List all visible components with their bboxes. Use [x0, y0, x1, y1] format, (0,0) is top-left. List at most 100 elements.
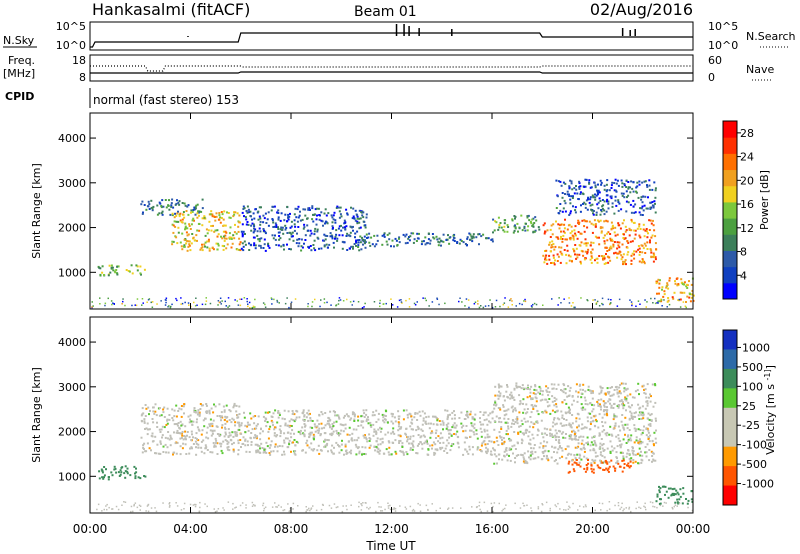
- echo-cell: [251, 222, 254, 225]
- echo-cell: [397, 434, 400, 437]
- echo-cell: [652, 505, 654, 508]
- echo-cell: [318, 427, 321, 430]
- echo-cell: [110, 264, 113, 267]
- echo-cell: [172, 451, 175, 454]
- echo-cell: [531, 218, 534, 221]
- echo-cell: [584, 403, 587, 405]
- echo-cell: [601, 425, 604, 428]
- echo-cell: [590, 464, 593, 467]
- echo-cell: [423, 442, 426, 445]
- echo-cell: [173, 409, 176, 412]
- echo-cell: [561, 389, 564, 392]
- echo-cell: [650, 251, 653, 254]
- echo-cell: [358, 217, 361, 220]
- y-tick-label: 4000: [58, 336, 86, 349]
- echo-cell: [281, 417, 284, 420]
- echo-cell: [594, 225, 597, 228]
- echo-cell: [651, 455, 654, 457]
- echo-cell: [206, 449, 209, 451]
- echo-cell: [380, 506, 382, 508]
- echo-cell: [326, 222, 329, 225]
- echo-cell: [358, 221, 361, 224]
- echo-cell: [462, 424, 465, 427]
- echo-cell: [682, 487, 685, 490]
- echo-cell: [590, 467, 593, 470]
- echo-cell: [578, 417, 581, 420]
- echo-cell: [440, 244, 442, 247]
- echo-cell: [272, 424, 274, 427]
- echo-cell: [203, 452, 206, 455]
- echo-cell: [212, 419, 215, 422]
- echo-cell: [257, 238, 260, 241]
- echo-cell: [522, 402, 524, 405]
- echo-cell: [393, 416, 396, 419]
- echo-cell: [273, 432, 276, 435]
- echo-cell: [246, 211, 249, 214]
- echo-cell: [186, 431, 189, 433]
- echo-cell: [224, 439, 227, 442]
- echo-cell: [241, 211, 244, 214]
- echo-cell: [317, 444, 320, 447]
- echo-cell: [579, 465, 582, 468]
- echo-cell: [627, 440, 630, 443]
- echo-cell: [678, 498, 681, 501]
- echo-cell: [590, 261, 593, 264]
- echo-cell: [504, 507, 506, 510]
- echo-cell: [573, 454, 576, 457]
- echo-cell: [570, 180, 573, 183]
- echo-cell: [626, 240, 629, 243]
- echo-cell: [513, 423, 516, 425]
- colorbar-tick-label: -500: [742, 458, 767, 471]
- echo-cell: [474, 301, 477, 303]
- echo-cell: [537, 456, 540, 459]
- echo-cell: [482, 414, 485, 416]
- echo-cell: [365, 418, 368, 421]
- echo-cell: [651, 234, 654, 237]
- echo-cell: [198, 414, 201, 417]
- echo-cell: [375, 440, 378, 443]
- echo-cell: [164, 443, 167, 446]
- echo-cell: [603, 188, 606, 191]
- echo-cell: [546, 262, 549, 265]
- echo-cell: [314, 227, 317, 230]
- echo-cell: [345, 208, 348, 211]
- echo-cell: [556, 253, 559, 256]
- echo-cell: [619, 251, 622, 253]
- echo-cell: [630, 259, 633, 262]
- echo-cell: [321, 220, 324, 223]
- echo-cell: [633, 441, 636, 444]
- echo-cell: [586, 436, 589, 439]
- echo-cell: [277, 218, 280, 221]
- echo-cell: [284, 224, 287, 227]
- echo-cell: [536, 409, 539, 412]
- echo-cell: [570, 225, 573, 228]
- echo-cell: [658, 489, 661, 492]
- echo-cell: [656, 292, 658, 295]
- echo-cell: [598, 434, 601, 437]
- echo-cell: [356, 215, 359, 218]
- echo-cell: [570, 453, 573, 456]
- echo-cell: [348, 426, 351, 429]
- echo-cell: [191, 219, 194, 222]
- echo-cell: [391, 304, 394, 306]
- echo-cell: [327, 416, 330, 419]
- echo-cell: [518, 425, 521, 428]
- echo-cell: [159, 442, 162, 445]
- echo-cell: [482, 423, 485, 426]
- echo-cell: [205, 300, 208, 302]
- echo-cell: [419, 414, 422, 417]
- echo-cell: [579, 383, 582, 386]
- echo-cell: [486, 429, 489, 432]
- echo-cell: [615, 190, 618, 193]
- echo-cell: [355, 445, 358, 448]
- noise-right-tick-bottom: 10^0: [708, 39, 738, 52]
- echo-cell: [281, 228, 284, 231]
- echo-cell: [350, 504, 352, 506]
- echo-cell: [503, 409, 506, 412]
- echo-cell: [660, 299, 663, 301]
- echo-cell: [465, 298, 468, 300]
- echo-cell: [125, 269, 128, 271]
- echo-cell: [627, 181, 630, 183]
- echo-cell: [384, 415, 387, 417]
- echo-cell: [606, 200, 608, 203]
